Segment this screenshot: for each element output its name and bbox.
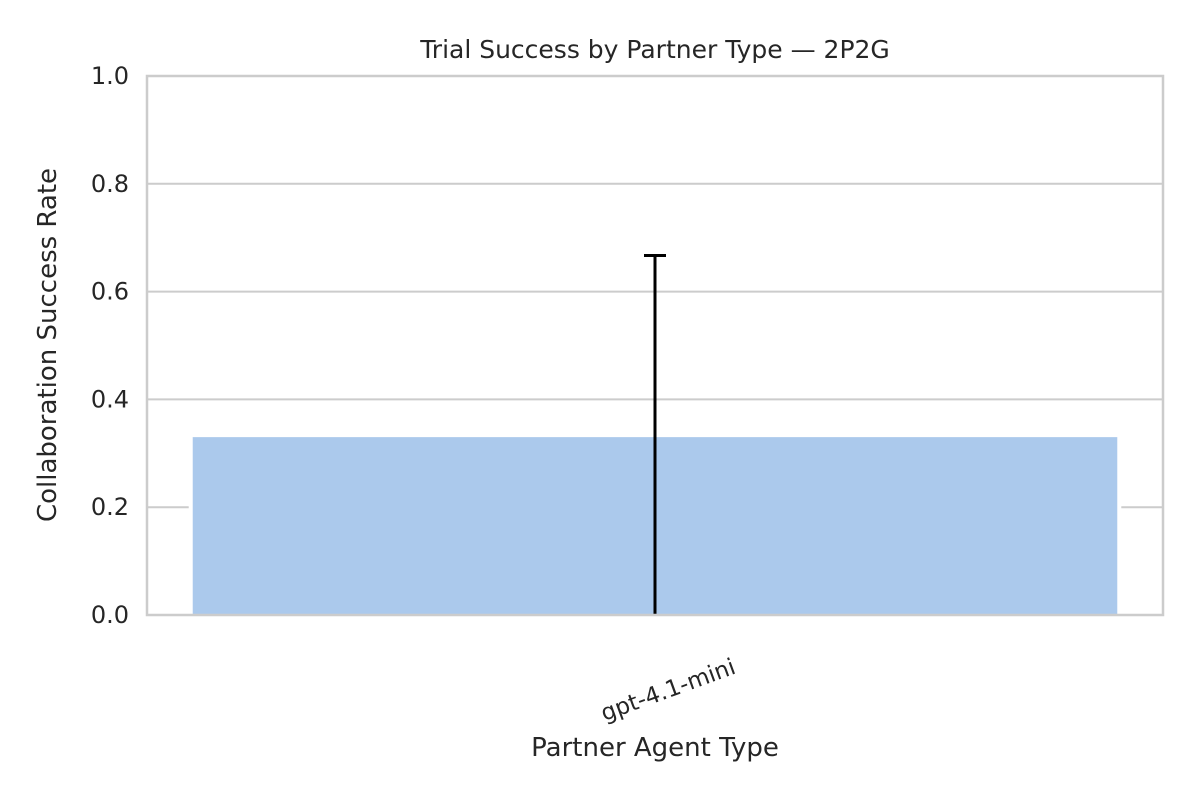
y-tick-label: 0.6: [91, 278, 129, 306]
y-tick-label: 0.8: [91, 170, 129, 198]
y-tick-label: 1.0: [91, 62, 129, 90]
y-tick-labels: 0.0 0.2 0.4 0.6 0.8 1.0: [91, 62, 129, 629]
error-bars: [644, 253, 666, 615]
y-tick-label: 0.2: [91, 493, 129, 521]
plot-frame: [145, 74, 1165, 617]
chart-title: Trial Success by Partner Type — 2P2G: [419, 35, 890, 64]
y-axis-label: Collaboration Success Rate: [33, 168, 63, 522]
x-axis-label: Partner Agent Type: [531, 733, 779, 763]
y-tick-label: 0.0: [91, 601, 129, 629]
y-tick-label: 0.4: [91, 385, 129, 413]
